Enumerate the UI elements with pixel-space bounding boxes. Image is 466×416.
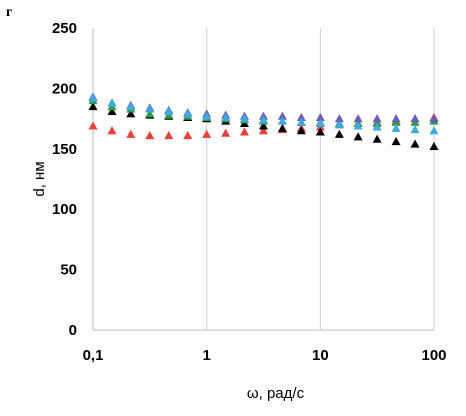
x-tick-label: 100 [421, 347, 446, 364]
data-point [183, 131, 193, 140]
data-point [429, 114, 439, 123]
data-point [315, 112, 325, 121]
y-tick-label: 50 [60, 262, 77, 279]
panel-letter: г [6, 5, 12, 20]
data-point [315, 118, 325, 128]
x-tick-label: 10 [312, 347, 329, 364]
data-point [353, 114, 363, 123]
x-axis-label: ω, рад/с [247, 385, 305, 402]
y-tick-label: 200 [52, 80, 77, 97]
data-point [145, 131, 155, 140]
data-point [183, 109, 193, 118]
data-point [164, 131, 174, 140]
data-point [107, 126, 117, 135]
data-point [334, 120, 344, 129]
x-tick-label: 1 [202, 347, 210, 364]
data-point [107, 98, 117, 107]
x-tick-label: 0,1 [83, 347, 104, 364]
data-point [88, 102, 98, 111]
data-point [372, 122, 382, 131]
data-point [145, 109, 155, 118]
data-point [88, 121, 98, 130]
data-point [410, 114, 420, 123]
data-point [410, 124, 420, 134]
data-point [239, 114, 249, 123]
data-point [334, 129, 344, 138]
data-point [277, 123, 287, 132]
data-point [372, 134, 382, 143]
data-point [126, 102, 136, 111]
data-point [391, 123, 401, 132]
data-point [88, 93, 98, 102]
data-point [145, 104, 155, 113]
series-4 [88, 93, 439, 135]
data-point [296, 126, 306, 135]
data-point [353, 121, 363, 130]
data-point [391, 114, 401, 123]
vertical-grid [206, 28, 435, 330]
data-point [239, 127, 249, 136]
data-point [315, 127, 325, 136]
data-point [429, 126, 439, 135]
data-point [429, 141, 439, 150]
data-point [277, 111, 287, 120]
data-point [353, 132, 363, 141]
data-point [221, 128, 231, 137]
y-tick-labels: 0 50 100 150 200 250 [52, 20, 77, 339]
data-point [277, 116, 287, 125]
data-point [126, 129, 136, 138]
data-point [334, 114, 344, 123]
y-tick-label: 250 [52, 20, 77, 37]
axes [92, 28, 434, 331]
y-tick-label: 0 [69, 322, 77, 339]
x-tick-labels: 0,1 1 10 100 [83, 347, 447, 364]
series-1 [88, 102, 439, 150]
y-axis-label: d, нм [31, 161, 48, 196]
data-point [126, 109, 136, 118]
data-points [88, 92, 439, 150]
data-point [258, 115, 268, 124]
data-point [296, 117, 306, 126]
data-point [296, 112, 306, 121]
data-point [221, 112, 231, 121]
data-point [372, 114, 382, 123]
data-point [410, 139, 420, 148]
data-point [391, 137, 401, 146]
y-tick-label: 150 [52, 141, 77, 158]
data-point [107, 106, 117, 115]
data-point [164, 106, 174, 115]
data-point [258, 121, 268, 130]
y-tick-label: 100 [52, 201, 77, 218]
data-point [202, 129, 212, 138]
data-point [258, 126, 268, 135]
data-point [202, 111, 212, 120]
